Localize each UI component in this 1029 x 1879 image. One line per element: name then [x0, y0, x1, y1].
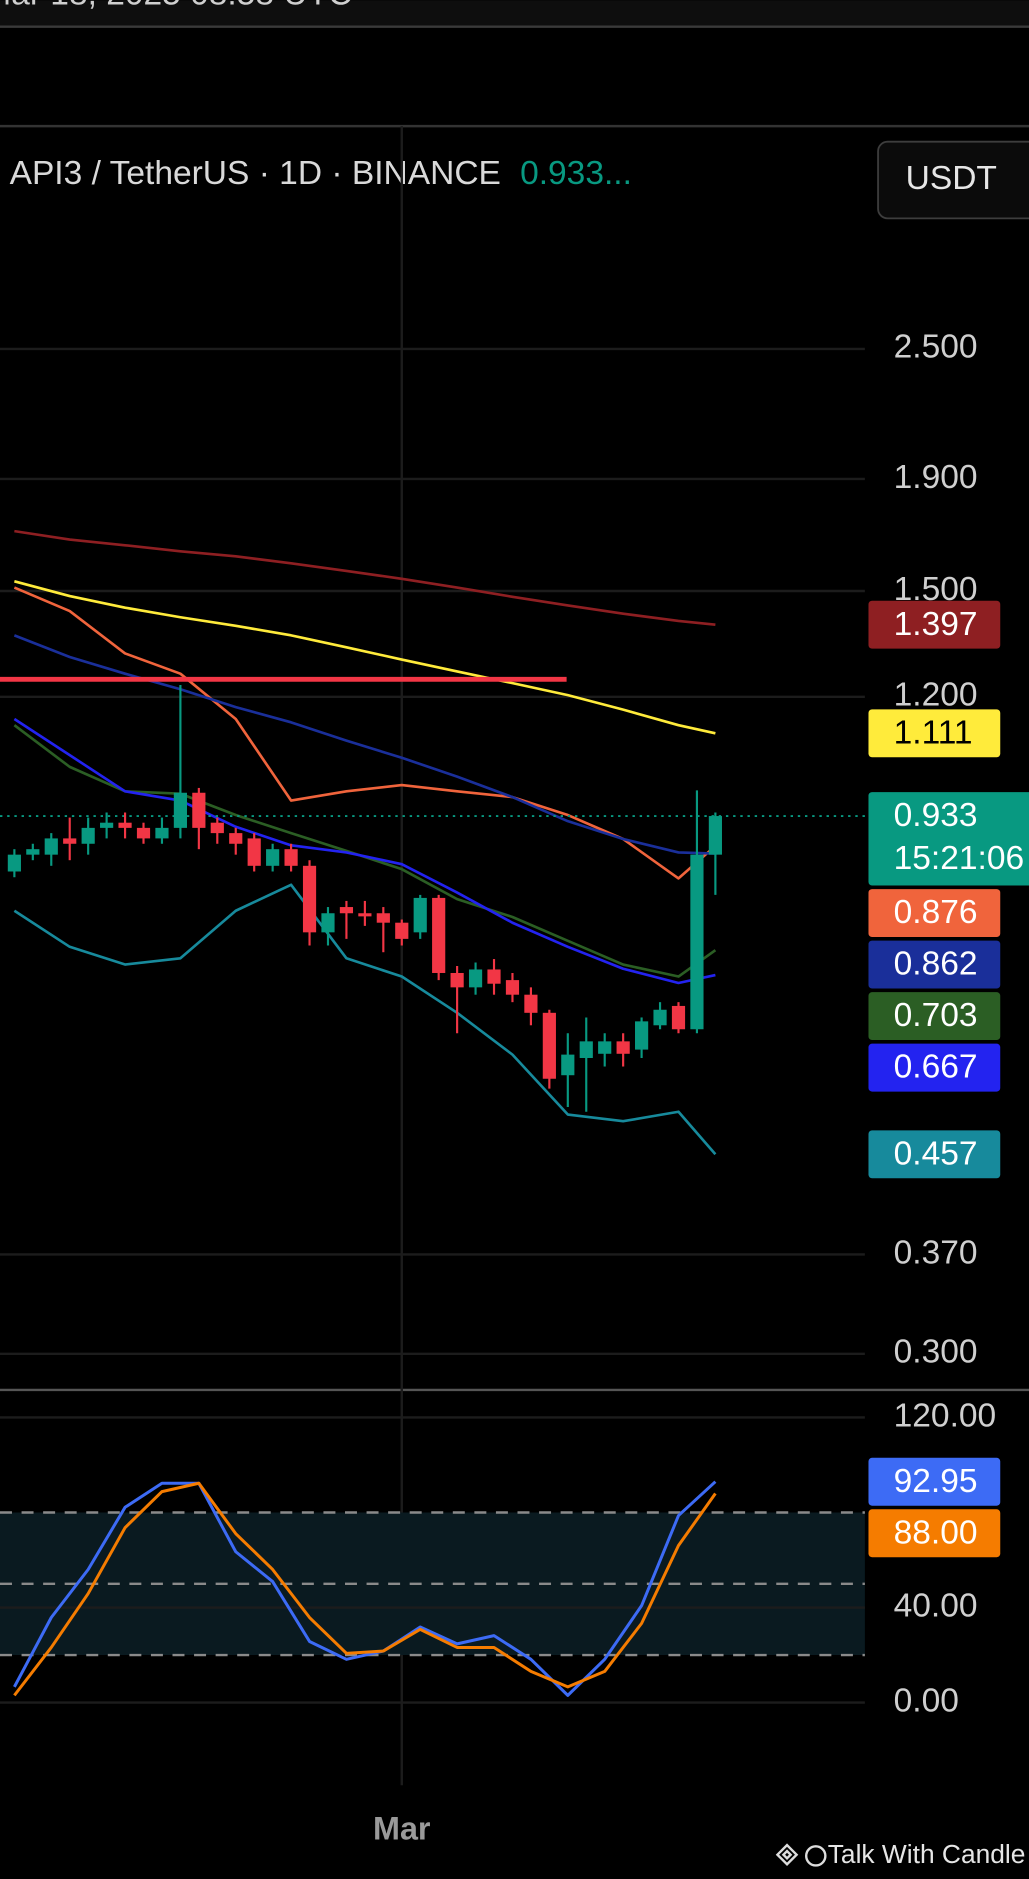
- currency-label[interactable]: USDT: [906, 160, 997, 197]
- indicator-line: [14, 580, 716, 735]
- watermark-circle: [804, 1845, 827, 1867]
- candle-body: [284, 849, 298, 866]
- y-tick-label: 1.200: [894, 677, 978, 714]
- candle-body: [579, 1041, 593, 1058]
- candle-body: [339, 907, 354, 914]
- indicator-line: [13, 883, 717, 1156]
- price-badge-label: 0.457: [894, 1135, 978, 1172]
- candle-body: [155, 827, 169, 839]
- candle-body: [376, 913, 390, 923]
- candle-body: [524, 994, 538, 1013]
- price-badge-label: 0.667: [894, 1049, 978, 1086]
- y-tick-label: 0.300: [894, 1334, 978, 1371]
- oscillator-line: [13, 1480, 717, 1697]
- y-tick-label: 0.370: [894, 1234, 978, 1271]
- price-badge: [868, 1509, 1001, 1558]
- watermark-icon: [775, 1843, 827, 1867]
- watermark: Talk With Candle: [828, 1839, 1026, 1869]
- candle-body: [266, 849, 280, 866]
- candle-body: [468, 969, 483, 988]
- candle-body: [7, 854, 21, 872]
- candle-body: [321, 913, 335, 933]
- price-badge: [868, 940, 1001, 989]
- top-bar: [0, 0, 1029, 27]
- candle-body: [635, 1021, 649, 1050]
- candle-body: [561, 1054, 575, 1076]
- candle-body: [413, 897, 427, 933]
- watermark-diamond: [775, 1843, 799, 1866]
- candle-body: [542, 1012, 556, 1079]
- price-badge-label: 0.862: [894, 946, 978, 983]
- candle-body: [229, 833, 243, 844]
- price-badge: [868, 709, 1001, 758]
- candle-body: [505, 980, 520, 995]
- candle-body: [690, 854, 704, 1030]
- y-tick-label: 2.500: [894, 329, 978, 366]
- price-badge-label: 0.876: [894, 894, 978, 931]
- price-badge: [868, 992, 1001, 1041]
- currency-button[interactable]: [877, 140, 1029, 220]
- candle-body: [44, 838, 58, 855]
- price-badge-label: 1.111: [894, 714, 973, 751]
- candle-body: [173, 792, 187, 828]
- price-badge: [868, 1130, 1001, 1179]
- candle-body: [450, 972, 464, 988]
- price-badge-label: 1.397: [894, 606, 978, 643]
- candle-body: [210, 822, 224, 834]
- candle-body: [616, 1041, 630, 1054]
- candle-body: [118, 822, 132, 828]
- candle-body: [487, 969, 501, 984]
- y-tick-label: 0.00: [894, 1682, 959, 1719]
- chart-title: API3 / TetherUS · 1D · BINANCE: [10, 155, 501, 192]
- candle-body: [302, 865, 317, 933]
- candle-body: [708, 816, 722, 855]
- price-badge: [868, 1457, 1001, 1506]
- oscillator-line: [13, 1481, 717, 1697]
- indicator-line: [13, 717, 716, 985]
- price-badge: [868, 792, 1029, 886]
- x-tick-label: Mar: [373, 1810, 431, 1846]
- indicator-line: [13, 634, 716, 855]
- price-badge: [868, 889, 1001, 938]
- price-badge-label: 88.00: [894, 1514, 978, 1551]
- timestamp: Mar 18, 2025 08:58 UTC: [0, 0, 352, 12]
- countdown-label: 15:21:06: [894, 840, 1025, 877]
- y-tick-label: 1.900: [894, 459, 978, 496]
- price-badge: [868, 600, 1001, 649]
- price-badge-label: 0.933: [894, 797, 978, 834]
- y-tick-label: 40.00: [894, 1587, 978, 1624]
- candle-body: [136, 827, 151, 839]
- candle-body: [395, 922, 409, 939]
- candle-body: [63, 838, 77, 844]
- candle-body: [432, 897, 446, 973]
- indicator-line: [14, 529, 716, 627]
- candle-body: [653, 1009, 667, 1026]
- candle-body: [671, 1005, 686, 1030]
- candle-body: [192, 792, 206, 828]
- candle-body: [26, 849, 40, 855]
- price-label: 0.933...: [520, 155, 632, 192]
- candle-body: [247, 838, 261, 866]
- price-badge-label: 0.703: [894, 997, 978, 1034]
- price-badge-label: 92.95: [894, 1463, 978, 1500]
- candle-body: [81, 827, 95, 844]
- price-badge: [868, 1043, 1001, 1092]
- y-tick-label: 120.00: [894, 1397, 997, 1434]
- candle-body: [598, 1041, 612, 1054]
- candle-body: [358, 913, 372, 917]
- candle-body: [100, 822, 114, 828]
